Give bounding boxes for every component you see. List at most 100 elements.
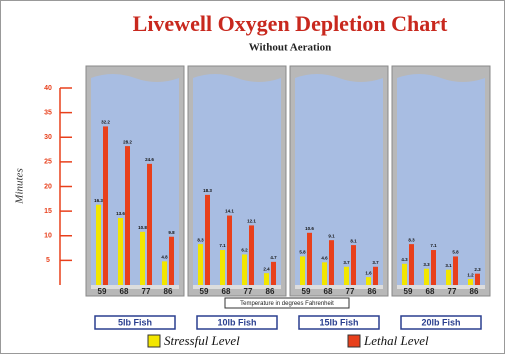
bar — [329, 240, 334, 285]
bar — [227, 216, 232, 285]
value-label: 10.8 — [138, 225, 147, 230]
bar — [198, 244, 203, 285]
value-label: 4.3 — [401, 257, 408, 262]
bar — [264, 273, 269, 285]
bar — [96, 205, 101, 285]
value-label: 3.1 — [445, 263, 452, 268]
bar — [169, 237, 174, 285]
value-label: 13.6 — [116, 211, 125, 216]
bar — [307, 233, 312, 285]
value-label: 10.6 — [305, 226, 314, 231]
value-label: 2.3 — [474, 267, 481, 272]
x-tick-label: 86 — [368, 287, 377, 296]
x-tick-label: 77 — [142, 287, 151, 296]
bar — [103, 126, 108, 285]
value-label: 16.3 — [94, 198, 103, 203]
value-label: 6.2 — [241, 248, 248, 253]
value-label: 18.3 — [203, 188, 212, 193]
bar — [424, 269, 429, 285]
bar — [147, 164, 152, 285]
legend-swatch — [348, 335, 360, 347]
bar — [409, 244, 414, 285]
bar — [373, 267, 378, 285]
value-label: 3.3 — [423, 262, 430, 267]
value-label: 9.1 — [328, 233, 335, 238]
y-tick-label: 5 — [46, 257, 50, 264]
value-label: 1.6 — [365, 270, 372, 275]
bar — [140, 232, 145, 285]
bar — [475, 274, 480, 285]
bar — [242, 254, 247, 285]
x-tick-label: 68 — [324, 287, 333, 296]
x-tick-label: 86 — [470, 287, 479, 296]
value-label: 8.3 — [197, 237, 204, 242]
value-label: 9.8 — [168, 230, 175, 235]
value-label: 4.6 — [321, 256, 328, 261]
value-label: 28.2 — [123, 139, 132, 144]
chart: Livewell Oxygen Depletion Chart Without … — [0, 0, 505, 354]
y-tick-label: 30 — [44, 134, 52, 141]
value-label: 3.7 — [343, 260, 350, 265]
bar — [366, 277, 371, 285]
x-tick-label: 86 — [266, 287, 275, 296]
x-tick-label: 77 — [448, 287, 457, 296]
y-tick-label: 15 — [44, 208, 52, 215]
bar — [453, 256, 458, 285]
value-label: 24.6 — [145, 157, 154, 162]
value-label: 7.1 — [219, 243, 226, 248]
bar — [220, 250, 225, 285]
y-tick-label: 35 — [44, 109, 52, 116]
legend-label: Lethal Level — [363, 333, 429, 348]
bar — [468, 279, 473, 285]
x-tick-label: 59 — [98, 287, 107, 296]
value-label: 7.1 — [430, 243, 437, 248]
bar — [249, 225, 254, 285]
chart-title: Livewell Oxygen Depletion Chart — [133, 11, 448, 36]
value-label: 8.3 — [408, 237, 415, 242]
value-label: 1.2 — [467, 272, 474, 277]
bar — [162, 261, 167, 285]
x-tick-label: 68 — [426, 287, 435, 296]
value-label: 2.4 — [263, 266, 270, 271]
value-label: 12.1 — [247, 219, 256, 224]
group-label: 5lb Fish — [118, 317, 152, 327]
y-tick-label: 20 — [44, 183, 52, 190]
y-tick-label: 25 — [44, 159, 52, 166]
bar — [322, 262, 327, 285]
value-label: 14.1 — [225, 209, 234, 214]
bar — [205, 195, 210, 285]
bar — [300, 256, 305, 285]
bar — [351, 245, 356, 285]
x-tick-label: 77 — [244, 287, 253, 296]
y-tick-label: 40 — [44, 85, 52, 92]
x-tick-label: 68 — [120, 287, 129, 296]
value-label: 4.7 — [270, 255, 277, 260]
bar — [344, 267, 349, 285]
group-label: 10lb Fish — [217, 317, 256, 327]
legend-swatch — [148, 335, 160, 347]
y-axis-label: Minutes — [14, 168, 26, 204]
x-tick-label: 68 — [222, 287, 231, 296]
y-tick-label: 10 — [44, 233, 52, 240]
group-label: 20lb Fish — [421, 317, 460, 327]
bar — [446, 270, 451, 285]
value-label: 3.7 — [372, 260, 379, 265]
bar — [402, 264, 407, 285]
bar — [118, 218, 123, 285]
legend-label: Stressful Level — [164, 333, 240, 348]
group-label: 15lb Fish — [319, 317, 358, 327]
chart-subtitle: Without Aeration — [249, 42, 332, 54]
x-tick-label: 77 — [346, 287, 355, 296]
value-label: 5.8 — [299, 250, 306, 255]
x-tick-label: 59 — [200, 287, 209, 296]
x-tick-label: 59 — [302, 287, 311, 296]
value-label: 8.1 — [350, 238, 357, 243]
x-axis-label: Temperature in degrees Fahrenheit — [240, 301, 334, 307]
bar — [431, 250, 436, 285]
x-tick-label: 86 — [164, 287, 173, 296]
value-label: 4.8 — [161, 255, 168, 260]
value-label: 32.2 — [101, 120, 110, 125]
bar — [271, 262, 276, 285]
value-label: 5.8 — [452, 250, 459, 255]
x-tick-label: 59 — [404, 287, 413, 296]
